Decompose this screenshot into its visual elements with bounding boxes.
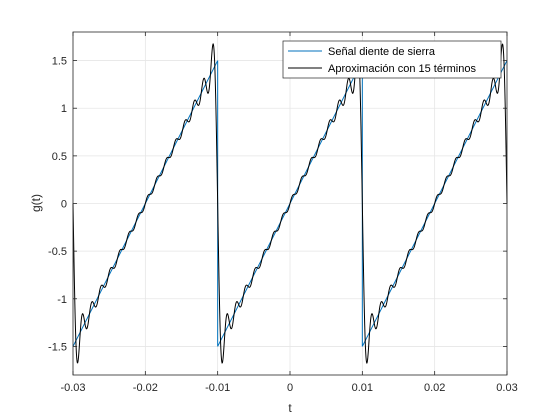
- x-tick-label: -0.03: [60, 382, 85, 394]
- legend-label-fourier: Aproximación con 15 términos: [328, 63, 476, 75]
- legend-box: [282, 40, 502, 79]
- legend: Señal diente de sierra Aproximación con …: [282, 40, 502, 79]
- y-tick-label: -1.5: [48, 341, 67, 353]
- y-tick-label: 0: [61, 199, 67, 211]
- y-tick-label: 1.5: [52, 56, 67, 68]
- legend-label-sawtooth: Señal diente de sierra: [328, 46, 436, 58]
- y-axis-ticks: -1.5 -1 -0.5 0 0.5 1 1.5: [48, 56, 507, 353]
- x-tick-label: 0.01: [352, 382, 373, 394]
- y-tick-label: -0.5: [48, 246, 67, 258]
- x-tick-label: 0: [287, 382, 293, 394]
- x-tick-label: 0.03: [496, 382, 517, 394]
- y-axis-label: g(t): [29, 194, 43, 212]
- series-layer: [72, 42, 508, 365]
- x-tick-label: -0.01: [205, 382, 230, 394]
- x-tick-label: 0.02: [424, 382, 445, 394]
- x-tick-label: -0.02: [133, 382, 158, 394]
- y-tick-label: 0.5: [52, 151, 67, 163]
- series-fourier-approximation-line: [72, 42, 508, 365]
- x-axis-label: t: [288, 401, 292, 415]
- y-tick-label: 1: [61, 103, 67, 115]
- y-tick-label: -1: [57, 294, 67, 306]
- x-axis-ticks: -0.03 -0.02 -0.01 0 0.01 0.02 0.03: [60, 32, 518, 394]
